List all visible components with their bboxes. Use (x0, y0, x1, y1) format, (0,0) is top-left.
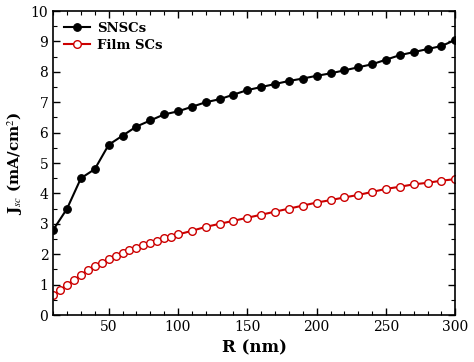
SNSCs (383, 58, 389, 62)
Film SCs (231, 219, 237, 223)
SNSCs (175, 109, 181, 114)
Film SCs (113, 254, 118, 258)
Film SCs (453, 177, 458, 181)
Film SCs (64, 282, 70, 287)
SNSCs (453, 38, 458, 42)
Film SCs (50, 293, 56, 298)
Film SCs (217, 222, 222, 226)
SNSCs (189, 105, 195, 109)
Film SCs (161, 236, 167, 241)
Film SCs (397, 185, 403, 189)
Film SCs (71, 278, 77, 282)
SNSCs (231, 92, 237, 97)
SNSCs (411, 50, 417, 54)
Film SCs (57, 288, 63, 292)
SNSCs (106, 143, 111, 147)
Line: SNSCs: SNSCs (49, 36, 459, 234)
SNSCs (286, 79, 292, 83)
Film SCs (119, 251, 125, 255)
Film SCs (168, 235, 174, 239)
Film SCs (258, 212, 264, 217)
Film SCs (369, 190, 375, 194)
SNSCs (342, 68, 347, 72)
Film SCs (383, 187, 389, 191)
Film SCs (127, 248, 132, 252)
SNSCs (272, 82, 278, 86)
SNSCs (328, 71, 333, 76)
Film SCs (140, 243, 146, 247)
SNSCs (369, 62, 375, 66)
SNSCs (425, 47, 430, 51)
SNSCs (92, 167, 98, 171)
Line: Film SCs: Film SCs (49, 175, 459, 299)
Film SCs (203, 225, 209, 229)
Film SCs (106, 257, 111, 261)
Film SCs (99, 261, 105, 265)
Film SCs (411, 182, 417, 186)
SNSCs (258, 85, 264, 89)
Film SCs (425, 181, 430, 185)
Film SCs (356, 193, 361, 197)
SNSCs (161, 112, 167, 117)
Film SCs (78, 273, 84, 277)
SNSCs (147, 118, 153, 123)
Film SCs (134, 245, 139, 250)
Film SCs (342, 195, 347, 199)
SNSCs (119, 134, 125, 138)
Film SCs (85, 268, 91, 272)
SNSCs (314, 73, 319, 78)
Y-axis label: J$_{sc}$ (mA/cm$^{2}$): J$_{sc}$ (mA/cm$^{2}$) (6, 111, 25, 215)
SNSCs (397, 53, 403, 57)
SNSCs (203, 100, 209, 104)
Film SCs (189, 229, 195, 233)
SNSCs (300, 76, 306, 81)
Legend: SNSCs, Film SCs: SNSCs, Film SCs (60, 18, 166, 55)
X-axis label: R (nm): R (nm) (222, 340, 287, 357)
SNSCs (64, 206, 70, 211)
SNSCs (245, 88, 250, 92)
SNSCs (438, 44, 444, 48)
Film SCs (245, 216, 250, 220)
SNSCs (217, 97, 222, 101)
Film SCs (300, 203, 306, 208)
SNSCs (78, 176, 84, 180)
Film SCs (438, 178, 444, 183)
Film SCs (328, 198, 333, 202)
Film SCs (92, 264, 98, 269)
Film SCs (314, 201, 319, 205)
SNSCs (134, 125, 139, 129)
SNSCs (50, 228, 56, 232)
Film SCs (175, 232, 181, 237)
Film SCs (272, 210, 278, 214)
Film SCs (147, 240, 153, 245)
Film SCs (155, 239, 160, 243)
Film SCs (286, 206, 292, 211)
SNSCs (356, 65, 361, 70)
